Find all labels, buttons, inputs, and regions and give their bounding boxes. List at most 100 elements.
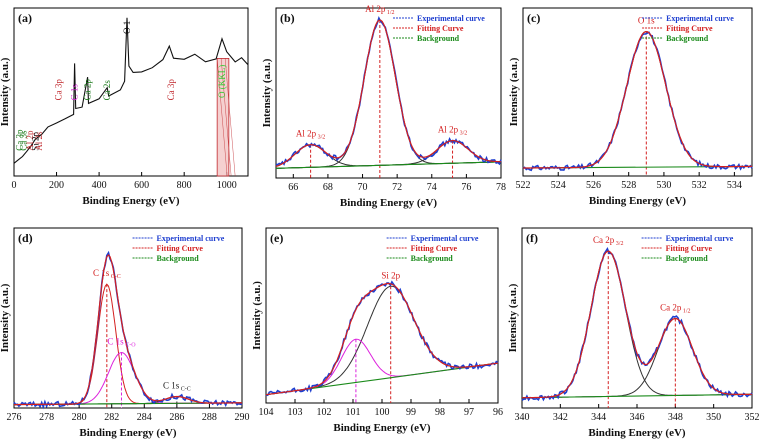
x-tick-label: 100 xyxy=(375,407,390,418)
x-tick-label: 70 xyxy=(358,182,368,193)
x-tick-label: 800 xyxy=(177,180,192,191)
peak-annotation: Ca 2p xyxy=(83,79,93,101)
plot-frame xyxy=(522,7,753,177)
panel-label: (f) xyxy=(526,231,538,245)
plot-frame xyxy=(13,227,243,409)
x-tick-label: 524 xyxy=(551,180,566,191)
plot-frame xyxy=(265,227,499,404)
panel-label: (a) xyxy=(18,11,32,25)
legend-text: Fitting Curve xyxy=(666,24,713,33)
peak-annotation: C 1s xyxy=(70,84,80,101)
background-line xyxy=(275,161,502,169)
legend-text: Fitting Curve xyxy=(157,244,204,253)
kkl-highlight xyxy=(216,58,230,177)
x-tick-label: 103 xyxy=(288,407,303,418)
x-tick-label: 278 xyxy=(39,412,54,423)
peak-annotation: Ca 3s xyxy=(19,130,29,151)
panel-label: (d) xyxy=(18,231,33,245)
panel-e: 104 103 102 101 100 99 98 97 96 Binding Energy (e… xyxy=(251,227,503,434)
x-tick-label: 348 xyxy=(668,412,683,423)
panel-f: 340 342 344 346 348 350 352 Binding Energy (eV)… xyxy=(507,227,759,439)
x-tick-label: 1000 xyxy=(217,180,237,191)
x-tick-label: 526 xyxy=(586,180,601,191)
x-tick-label: 284 xyxy=(137,412,152,423)
x-tick-label: 76 xyxy=(461,182,471,193)
peak-annotation: Ca 3p xyxy=(166,79,176,101)
fitting-curve xyxy=(522,250,752,399)
panel-label: (c) xyxy=(527,11,540,25)
x-tick-label: 600 xyxy=(134,180,149,191)
legend-text: Background xyxy=(666,254,709,263)
peak-label: C 1s C-O xyxy=(107,336,136,348)
fitting-curve xyxy=(265,282,499,396)
plot-frame xyxy=(13,7,249,177)
x-axis-label: Binding Energy (eV) xyxy=(340,197,438,209)
x-tick-label: 342 xyxy=(553,412,568,423)
y-axis-label: Intensity (a.u.) xyxy=(0,283,11,352)
panel-label: (b) xyxy=(280,11,295,25)
legend-text: Experimental curve xyxy=(411,234,479,243)
x-tick-label: 346 xyxy=(630,412,645,423)
fitting-curve xyxy=(14,254,242,406)
peak-annotation: Ca 3p xyxy=(14,129,24,151)
x-tick-label: 276 xyxy=(7,412,22,423)
peak-label: Al 2p 3/2 xyxy=(438,125,467,137)
x-tick-label: 68 xyxy=(323,182,333,193)
legend-text: Background xyxy=(157,254,200,263)
x-tick-label: 98 xyxy=(435,407,445,418)
x-tick-label: 530 xyxy=(656,180,671,191)
x-tick-label: 104 xyxy=(259,407,274,418)
plot-frame xyxy=(275,7,502,179)
peak-annotation: Al 2s xyxy=(34,131,44,151)
x-axis-label: Binding Energy (eV) xyxy=(333,422,431,434)
peak-label: C 1s C-C xyxy=(93,268,121,280)
peak-label: O 1s xyxy=(638,16,655,26)
legend-text: Experimental curve xyxy=(666,234,734,243)
x-tick-label: 74 xyxy=(427,182,437,193)
panel-b: 66 68 70 72 74 76 78 Binding Energy (eV) Intensi… xyxy=(261,4,506,209)
legend-text: Background xyxy=(666,34,709,43)
y-axis-label: Intensity (a.u.) xyxy=(507,283,519,352)
legend-text: Fitting Curve xyxy=(417,24,464,33)
x-tick-label: 280 xyxy=(72,412,87,423)
x-tick-label: 344 xyxy=(591,412,606,423)
x-tick-label: 78 xyxy=(496,182,506,193)
x-axis-label: Binding Energy (eV) xyxy=(589,195,687,207)
x-tick-label: 290 xyxy=(235,412,250,423)
x-tick-label: 102 xyxy=(317,407,332,418)
peak-annotation: Ca 2s xyxy=(102,80,112,101)
x-tick-label: 101 xyxy=(346,407,361,418)
y-axis-label: Intensity (a.u.) xyxy=(508,57,520,126)
panel-c: 522 524 526 528 530 532 534 Binding Energy (eV)… xyxy=(508,7,753,207)
x-tick-label: 96 xyxy=(493,407,503,418)
hatch-line xyxy=(224,58,236,177)
x-tick-label: 352 xyxy=(745,412,759,423)
peak-label: Si 2p xyxy=(381,270,400,280)
plot-frame xyxy=(521,227,753,409)
peak-annotation: Si 2p xyxy=(30,132,40,151)
x-tick-label: 532 xyxy=(692,180,707,191)
x-axis-label: Binding Energy (eV) xyxy=(79,427,177,439)
legend-text: Background xyxy=(417,34,460,43)
x-tick-label: 282 xyxy=(104,412,119,423)
legend-text: Background xyxy=(411,254,454,263)
x-tick-label: 0 xyxy=(12,180,17,191)
panel-d: 276 278 280 282 284 286 288 290 Binding Energy (… xyxy=(0,227,250,439)
x-tick-label: 400 xyxy=(92,180,107,191)
panel-a: 0 200 400 600 800 1000 Binding Energy (eV) Inte… xyxy=(0,7,249,207)
peak-label: Al 2p 3/2 xyxy=(296,129,325,141)
x-tick-label: 286 xyxy=(169,412,184,423)
x-tick-label: 99 xyxy=(406,407,416,418)
hatch-line xyxy=(216,58,228,177)
x-tick-label: 522 xyxy=(516,180,531,191)
y-axis-label: Intensity (a.u.) xyxy=(0,57,11,126)
x-tick-label: 534 xyxy=(727,180,742,191)
x-axis-label: Binding Energy (eV) xyxy=(588,427,686,439)
x-tick-label: 66 xyxy=(288,182,298,193)
x-tick-label: 350 xyxy=(706,412,721,423)
x-tick-label: 72 xyxy=(392,182,402,193)
legend-text: Fitting Curve xyxy=(666,244,713,253)
peak-annotation: O 1 xyxy=(122,21,132,34)
hatch-line xyxy=(220,58,232,177)
